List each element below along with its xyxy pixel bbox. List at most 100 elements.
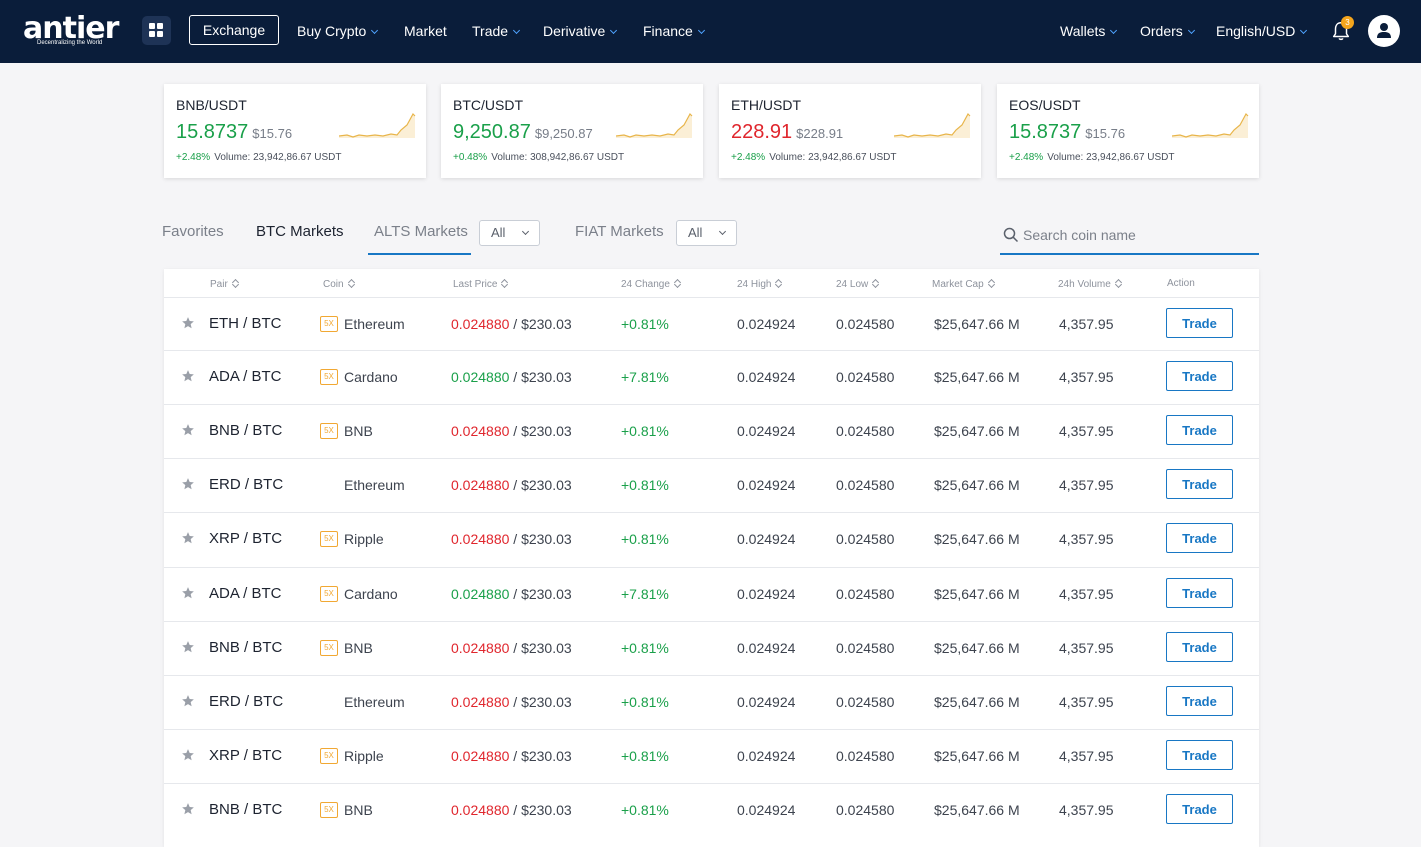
volume-cell: 4,357.95 <box>1059 748 1114 764</box>
star-icon[interactable] <box>181 369 195 383</box>
tab-favorites[interactable]: Favorites <box>162 223 224 240</box>
nav-finance[interactable]: Finance <box>643 22 705 40</box>
column-header-coin[interactable]: Coin <box>323 278 355 290</box>
ticker-card-btc-usdt[interactable]: BTC/USDT 9,250.87 $9,250.87 +0.48% Volume:… <box>441 84 703 178</box>
change-cell: +0.81% <box>621 316 669 332</box>
nav-derivative[interactable]: Derivative <box>543 22 618 40</box>
brand-logo[interactable]: antier Decentralizing the World <box>23 14 119 48</box>
table-row[interactable]: ERD / BTC Ethereum 0.024880 / $230.03 +0.81… <box>164 458 1259 512</box>
last-price-cell: 0.024880 / $230.03 <box>451 530 572 548</box>
chevron-down-icon <box>718 227 727 236</box>
trade-button[interactable]: Trade <box>1166 794 1233 824</box>
nav-market-label: Market <box>404 23 447 39</box>
high-cell: 0.024924 <box>737 748 796 764</box>
table-row[interactable]: ADA / BTC 5X Cardano 0.024880 / $230.03 +7.8… <box>164 350 1259 404</box>
search-box <box>1000 218 1259 255</box>
last-price-value: 0.024880 <box>451 640 510 656</box>
table-row[interactable]: BNB / BTC 5X BNB 0.024880 / $230.03 +0.81% 0.… <box>164 783 1259 837</box>
nav-wallets[interactable]: Wallets <box>1060 22 1118 40</box>
star-icon[interactable] <box>181 316 195 330</box>
trade-button[interactable]: Trade <box>1166 308 1233 338</box>
column-header-24-change[interactable]: 24 Change <box>621 278 681 290</box>
low-cell: 0.024580 <box>836 316 895 332</box>
trade-button[interactable]: Trade <box>1166 740 1233 770</box>
nav-language-currency[interactable]: English/USD <box>1216 22 1308 40</box>
table-row[interactable]: ADA / BTC 5X Cardano 0.024880 / $230.03 +7.8… <box>164 567 1259 621</box>
star-icon[interactable] <box>181 531 195 545</box>
trade-button[interactable]: Trade <box>1166 632 1233 662</box>
ticker-change: +2.48% <box>731 152 766 163</box>
apps-grid-icon[interactable] <box>142 16 171 45</box>
tab-alts-markets[interactable]: ALTS Markets <box>374 223 468 240</box>
nav-buy-crypto[interactable]: Buy Crypto <box>297 22 379 40</box>
sparkline-icon <box>894 113 971 138</box>
ticker-meta: +0.48% Volume: 308,942,86.67 USDT <box>453 152 624 163</box>
column-header-24-high[interactable]: 24 High <box>737 278 782 290</box>
change-cell: +0.81% <box>621 640 669 656</box>
exchange-button[interactable]: Exchange <box>189 15 279 45</box>
star-icon[interactable] <box>181 748 195 762</box>
alts-filter-select[interactable]: All <box>479 220 540 246</box>
tab-fiat-markets[interactable]: FIAT Markets <box>575 223 664 240</box>
nav-trade[interactable]: Trade <box>472 22 521 40</box>
ticker-usd: $15.76 <box>1085 126 1126 141</box>
trade-button[interactable]: Trade <box>1166 578 1233 608</box>
nav-orders[interactable]: Orders <box>1140 22 1195 40</box>
search-input[interactable] <box>1023 224 1243 246</box>
search-icon <box>1003 227 1019 243</box>
column-header-last-price[interactable]: Last Price <box>453 278 508 290</box>
chevron-down-icon <box>610 26 618 35</box>
ticker-usd: $228.91 <box>796 126 844 141</box>
nav-market[interactable]: Market <box>404 22 447 40</box>
table-row[interactable]: ETH / BTC 5X Ethereum 0.024880 / $230.03 +0.… <box>164 297 1259 351</box>
column-header-action: Action <box>1167 278 1195 289</box>
chevron-down-icon <box>513 26 521 35</box>
fiat-filter-select[interactable]: All <box>676 220 737 246</box>
ticker-card-bnb-usdt[interactable]: BNB/USDT 15.8737 $15.76 +2.48% Volume: 23,… <box>164 84 426 178</box>
last-price-value: 0.024880 <box>451 531 510 547</box>
trade-button[interactable]: Trade <box>1166 469 1233 499</box>
high-cell: 0.024924 <box>737 369 796 385</box>
column-header-24-low[interactable]: 24 Low <box>836 278 879 290</box>
nav-derivative-label: Derivative <box>543 23 606 39</box>
pair-cell: ADA / BTC <box>209 585 282 602</box>
table-row[interactable]: BNB / BTC 5X BNB 0.024880 / $230.03 +0.81% 0.… <box>164 404 1259 458</box>
trade-button[interactable]: Trade <box>1166 686 1233 716</box>
avatar[interactable] <box>1368 15 1400 47</box>
table-row[interactable]: BNB / BTC 5X BNB 0.024880 / $230.03 +0.81% 0.… <box>164 621 1259 675</box>
table-row[interactable]: XRP / BTC 5X Ripple 0.024880 / $230.03 +0.81… <box>164 729 1259 783</box>
market-cap-cell: $25,647.66 M <box>934 748 1020 764</box>
column-header-pair[interactable]: Pair <box>210 278 239 290</box>
table-row[interactable]: ERD / BTC Ethereum 0.024880 / $230.03 +0.81… <box>164 675 1259 729</box>
high-cell: 0.024924 <box>737 802 796 818</box>
star-icon[interactable] <box>181 423 195 437</box>
last-price-usd: / $230.03 <box>509 694 572 710</box>
star-icon[interactable] <box>181 586 195 600</box>
ticker-card-eth-usdt[interactable]: ETH/USDT 228.91 $228.91 +2.48% Volume: 23,… <box>719 84 981 178</box>
tab-btc-markets[interactable]: BTC Markets <box>256 223 344 240</box>
chevron-down-icon <box>371 26 379 35</box>
sort-icon <box>776 279 782 288</box>
change-cell: +0.81% <box>621 694 669 710</box>
column-header-24h-volume[interactable]: 24h Volume <box>1058 278 1122 290</box>
star-icon[interactable] <box>181 477 195 491</box>
market-cap-cell: $25,647.66 M <box>934 694 1020 710</box>
table-row[interactable]: XRP / BTC 5X Ripple 0.024880 / $230.03 +0.81… <box>164 512 1259 566</box>
star-icon[interactable] <box>181 802 195 816</box>
trade-button[interactable]: Trade <box>1166 361 1233 391</box>
markets-table: Pair Coin Last Price 24 Change 24 High 2… <box>164 269 1259 847</box>
column-header-market-cap[interactable]: Market Cap <box>932 278 995 290</box>
last-price-usd: / $230.03 <box>509 316 572 332</box>
sort-icon <box>989 279 995 288</box>
trade-button[interactable]: Trade <box>1166 523 1233 553</box>
alts-filter-value: All <box>491 225 506 240</box>
last-price-usd: / $230.03 <box>509 640 572 656</box>
last-price-cell: 0.024880 / $230.03 <box>451 422 572 440</box>
star-icon[interactable] <box>181 640 195 654</box>
ticker-card-eos-usdt[interactable]: EOS/USDT 15.8737 $15.76 +2.48% Volume: 23,… <box>997 84 1259 178</box>
chevron-down-icon <box>521 227 530 236</box>
last-price-value: 0.024880 <box>451 748 510 764</box>
ticker-change: +2.48% <box>176 152 211 163</box>
trade-button[interactable]: Trade <box>1166 415 1233 445</box>
star-icon[interactable] <box>181 694 195 708</box>
